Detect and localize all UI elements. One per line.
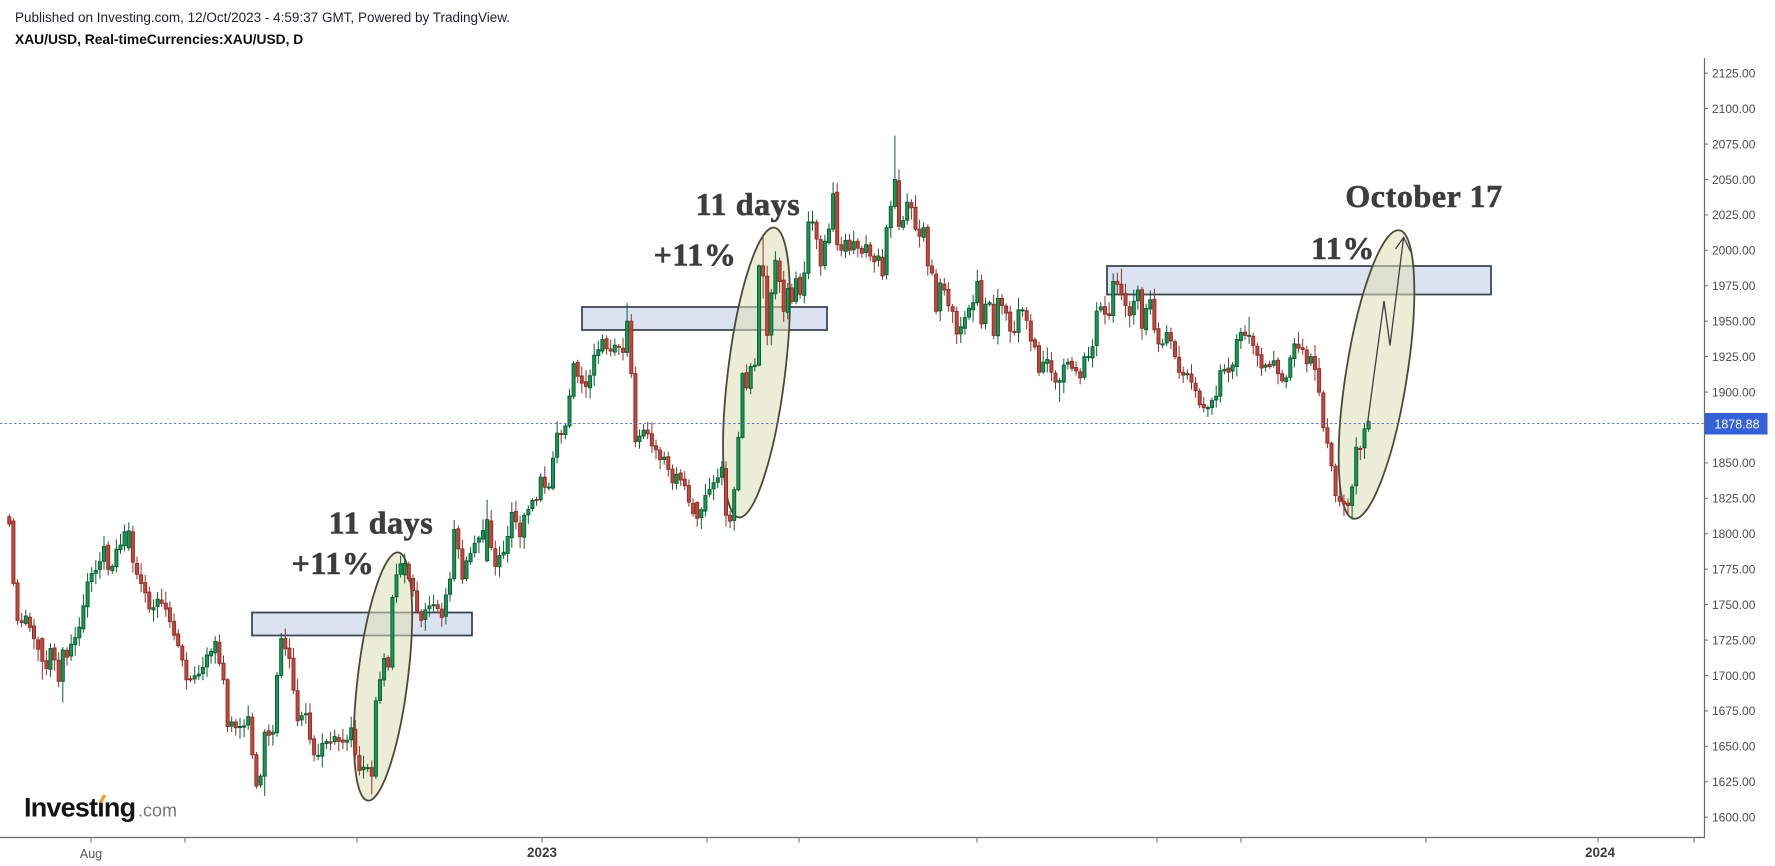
svg-text:2023: 2023	[527, 845, 558, 860]
svg-text:11 days: 11 days	[329, 505, 434, 541]
svg-text:2100.00: 2100.00	[1712, 102, 1756, 116]
svg-text:1800.00: 1800.00	[1712, 527, 1756, 541]
svg-text:October 17: October 17	[1345, 178, 1502, 214]
svg-text:+11%: +11%	[292, 545, 375, 581]
svg-text:1625.00: 1625.00	[1712, 775, 1756, 789]
svg-text:1600.00: 1600.00	[1712, 811, 1756, 825]
svg-text:1775.00: 1775.00	[1712, 563, 1756, 577]
svg-text:11 days: 11 days	[696, 186, 801, 222]
svg-text:Aug: Aug	[80, 847, 102, 861]
svg-text:1900.00: 1900.00	[1712, 385, 1756, 399]
svg-text:1850.00: 1850.00	[1712, 456, 1756, 470]
svg-text:1975.00: 1975.00	[1712, 279, 1756, 293]
svg-text:Investing: Investing	[24, 793, 135, 823]
svg-text:2024: 2024	[1585, 845, 1616, 860]
svg-text:1878.88: 1878.88	[1714, 418, 1759, 432]
svg-text:2050.00: 2050.00	[1712, 173, 1756, 187]
svg-text:1825.00: 1825.00	[1712, 492, 1756, 506]
svg-text:2075.00: 2075.00	[1712, 137, 1756, 151]
svg-text:1950.00: 1950.00	[1712, 315, 1756, 329]
svg-text:2125.00: 2125.00	[1712, 67, 1756, 81]
svg-text:1750.00: 1750.00	[1712, 598, 1756, 612]
svg-text:.com: .com	[138, 801, 177, 821]
svg-text:11%: 11%	[1311, 230, 1375, 266]
svg-text:2025.00: 2025.00	[1712, 208, 1756, 222]
svg-text:+11%: +11%	[654, 237, 737, 273]
svg-text:2000.00: 2000.00	[1712, 244, 1756, 258]
svg-text:XAU/USD, Real-timeCurrencies:X: XAU/USD, Real-timeCurrencies:XAU/USD, D	[15, 32, 303, 47]
svg-text:1675.00: 1675.00	[1712, 704, 1756, 718]
svg-text:1925.00: 1925.00	[1712, 350, 1756, 364]
svg-text:Published on Investing.com, 12: Published on Investing.com, 12/Oct/2023 …	[15, 10, 510, 25]
svg-text:1725.00: 1725.00	[1712, 633, 1756, 647]
svg-text:1650.00: 1650.00	[1712, 740, 1756, 754]
svg-text:1700.00: 1700.00	[1712, 669, 1756, 683]
